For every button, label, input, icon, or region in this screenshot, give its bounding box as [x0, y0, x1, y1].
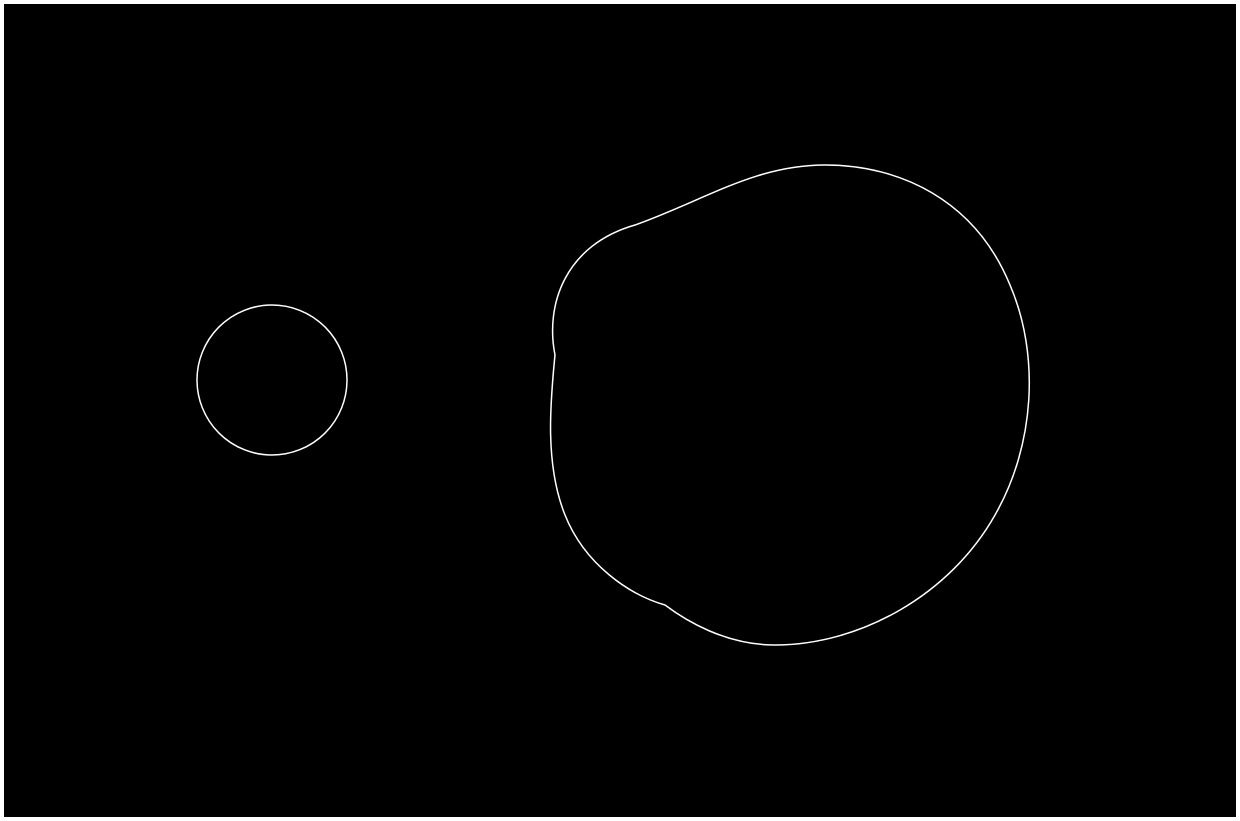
blob-shape	[551, 165, 1030, 645]
canvas-background	[4, 4, 1236, 817]
circle-shape	[197, 305, 347, 455]
shapes-svg	[5, 5, 1237, 818]
